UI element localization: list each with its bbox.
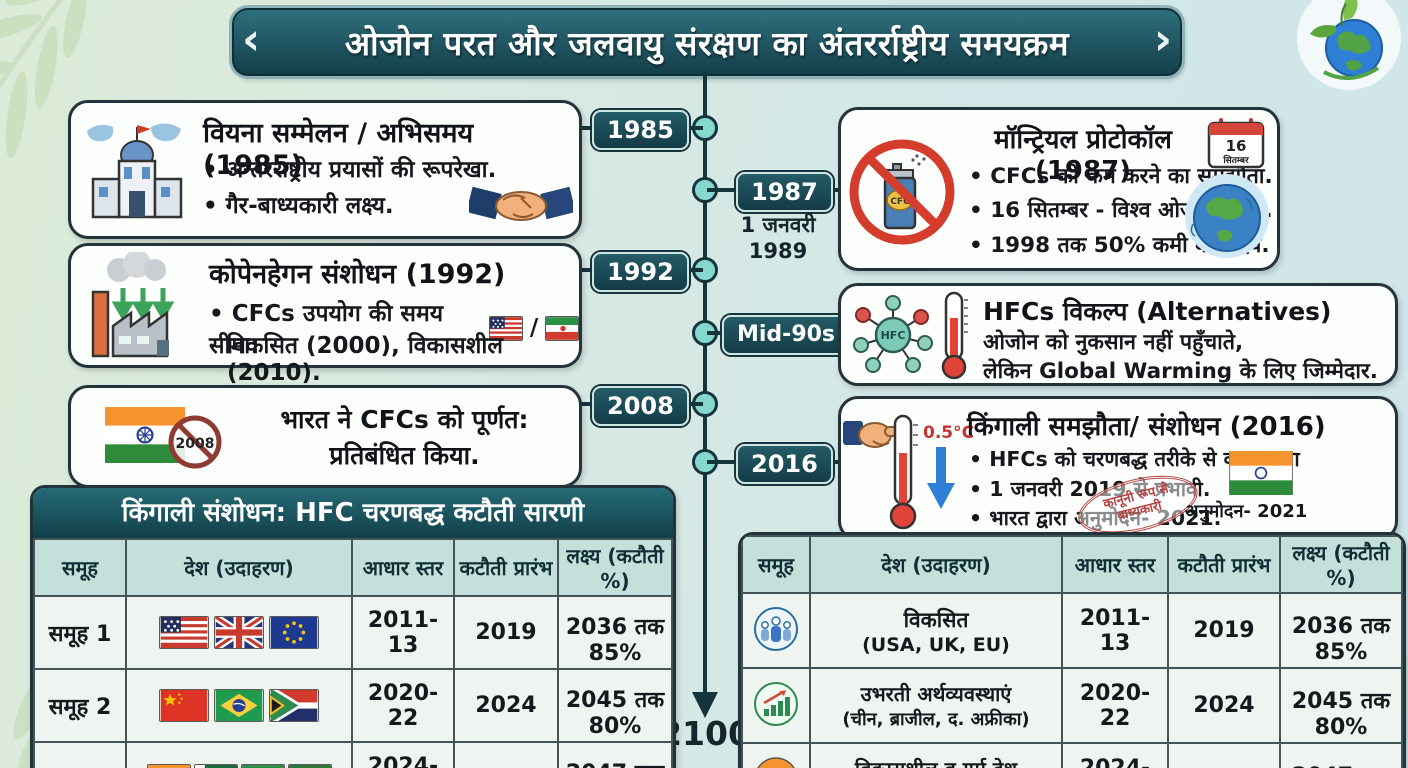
table-row: समूह 2 2020-22 2024 2045 तक 80%: [33, 668, 673, 743]
no-cfc-spray-icon: CFC: [849, 139, 955, 245]
copenhagen-title: कोपेनहेगन संशोधन (1992): [209, 259, 506, 290]
kigali-box: 0.5°C किंगाली समझौता/ संशोधन (2016) • HF…: [838, 396, 1398, 545]
svg-text:सितम्बर: सितम्बर: [1222, 154, 1249, 166]
title-banner: ‹ ओजोन परत और जलवायु संरक्षण का अंतरर्रा…: [232, 8, 1182, 76]
copenhagen-bullet-line: • CFCs उपयोग की समय सीमा: /: [209, 296, 580, 360]
flag-india: [1229, 451, 1293, 495]
flag-iran: [545, 315, 580, 341]
montreal-box: CFC मॉन्ट्रियल प्रोटोकॉल (1987) • CFCs क…: [838, 107, 1280, 271]
right-table-header-group: समूह: [741, 535, 811, 594]
svg-text:2008: 2008: [176, 436, 215, 452]
calendar-icon: 16 सितम्बर: [1207, 118, 1265, 169]
hfc-box: HFC HFCs विकल्प (Alternatives) ओजोन को न…: [838, 283, 1398, 386]
country-line-2: (चीन, ब्राजील, द. अफ्रीका): [842, 709, 1030, 730]
timeline-arrow-icon: [692, 692, 718, 718]
right-table-header-target: लक्ष्य (कटौती %): [1279, 535, 1403, 594]
left-table-header-baseline: आधार स्तर: [351, 538, 455, 597]
flag-separator: /: [529, 315, 539, 341]
country-line-1: विकसित: [903, 607, 969, 632]
country-line-1: विकासशील व गर्म देश: [813, 755, 1059, 768]
vienna-box: वियना सम्मेलन / अभिसमय (1985) • अन्तरराष…: [68, 100, 582, 239]
emerging-growth-icon: [754, 681, 798, 726]
india-ban-line-2: प्रतिबंधित किया.: [329, 441, 480, 471]
vienna-bullet-2: • गैर-बाध्यकारी लक्ष्य.: [203, 192, 394, 219]
year-badge-1992: 1992: [592, 252, 689, 292]
svg-text:HFC: HFC: [881, 329, 906, 342]
left-table-header-start: कटौती प्रारंभ: [453, 538, 559, 597]
year-badge-2016: 2016: [736, 444, 833, 484]
flag-china: [159, 689, 209, 722]
flag-india: [146, 763, 191, 768]
table-row: विकासशील व गर्म देश (भारत, पाक, ईरान, सऊ…: [741, 742, 1403, 768]
hfc-title: HFCs विकल्प (Alternatives): [983, 297, 1332, 326]
table-row: विकसित (USA, UK, EU) 2011-13 2019 2036 त…: [741, 592, 1403, 669]
year-badge-mid90s: Mid-90s: [722, 315, 851, 355]
svg-text:16: 16: [1226, 137, 1247, 155]
copenhagen-bullet-1: • CFCs उपयोग की समय सीमा:: [209, 301, 444, 359]
flag-saudi-arabia: [287, 763, 332, 768]
left-table-title: किंगाली संशोधन: HFC चरणबद्ध कटौती सारणी: [33, 488, 673, 538]
flag-usa: [489, 315, 523, 341]
copenhagen-line-2: विकसित (2000), विकासशील (2010).: [227, 333, 503, 386]
year-badge-1985: 1985: [592, 110, 689, 150]
flag-pakistan: [193, 763, 238, 768]
developed-people-icon: [754, 606, 798, 651]
hfc-line-2: लेकिन Global Warming के लिए जिम्मेदार.: [983, 359, 1378, 385]
temp-label: 0.5°C: [923, 423, 975, 443]
india-ban-box: 2008 भारत ने CFCs को पूर्णत: प्रतिबंधित …: [68, 385, 582, 488]
chevron-right-icon: ›: [1153, 14, 1172, 65]
flag-south-africa: [269, 689, 319, 722]
hfc-text: ओजोन को नुकसान नहीं पहुँचाते, लेकिन Glob…: [983, 328, 1378, 386]
copenhagen-box: कोपेनहेगन संशोधन (1992) • CFCs उपयोग की …: [68, 243, 582, 386]
india-ban-line-1: भारत ने CFCs को पूर्णत:: [280, 405, 529, 434]
right-table-header-countries: देश (उदाहरण): [809, 535, 1063, 594]
montreal-title: मॉन्ट्रियल प्रोटोकॉल (1987): [994, 125, 1172, 186]
ozone-globe-icon: [1185, 174, 1269, 258]
flag-brazil: [214, 689, 264, 722]
year-badge-2008: 2008: [592, 386, 689, 426]
timeline-line: [703, 72, 707, 694]
left-table-header-countries: देश (उदाहरण): [125, 538, 353, 597]
right-table-header-baseline: आधार स्तर: [1061, 535, 1169, 594]
flag-usa: [159, 616, 209, 649]
world-building-icon: [87, 123, 183, 219]
right-table-header-start: कटौती प्रारंभ: [1167, 535, 1281, 594]
thermometer-icon: [889, 414, 918, 530]
hfc-molecule-icon: HFC: [853, 295, 933, 373]
ban-2008-icon: 2008: [168, 415, 222, 469]
flag-uk: [214, 616, 264, 649]
table-row: समूह 3 2024-26 2028 2047 तक 85%: [33, 741, 673, 768]
left-table-header-group: समूह: [33, 538, 127, 597]
india-ban-text: भारत ने CFCs को पूर्णत: प्रतिबंधित किया.: [246, 402, 563, 475]
earth-leaf-logo: [1297, 0, 1401, 90]
hfc-line-1: ओजोन को नुकसान नहीं पहुँचाते,: [983, 330, 1244, 355]
flag-eu: [269, 616, 319, 649]
down-arrow-icon: [927, 447, 955, 509]
year-badge-1987: 1987: [736, 172, 833, 212]
thermometer-icon: [941, 291, 968, 380]
ratification-caption: अनुमोदन- 2021: [1184, 501, 1308, 522]
svg-text:CFC: CFC: [890, 197, 910, 207]
chevron-left-icon: ‹: [242, 14, 261, 65]
flag-india: [105, 407, 185, 463]
kigali-schedule-table-right: समूह देश (उदाहरण) आधार स्तर कटौती प्रारं…: [738, 532, 1406, 768]
factory-icon: [91, 252, 175, 358]
page-title: ओजोन परत और जलवायु संरक्षण का अंतरर्राष्…: [344, 23, 1070, 63]
kigali-title: किंगाली समझौता/ संशोधन (2016): [967, 412, 1326, 442]
left-table-header-target: लक्ष्य (कटौती %): [557, 538, 673, 597]
vienna-bullets: • अन्तरराष्ट्रीय प्रयासों की रूपरेखा. • …: [203, 153, 496, 224]
flag-iran: [240, 763, 285, 768]
table-row: समूह 1 2011-13 2019 2036 तक 85%: [33, 595, 673, 670]
table-row: उभरती अर्थव्यवस्थाएं (चीन, ब्राजील, द. अ…: [741, 667, 1403, 744]
country-line-2: (USA, UK, EU): [862, 633, 1010, 656]
india-flag-circle-icon: [755, 756, 797, 768]
handshake-icon: [469, 186, 573, 221]
country-line-1: उभरती अर्थव्यवस्थाएं: [860, 682, 1012, 706]
vienna-title: वियना सम्मेलन / अभिसमय (1985): [203, 118, 474, 181]
timeline-sublabel-1989: 1 जनवरी 1989: [740, 213, 816, 264]
vienna-bullet-1: • अन्तरराष्ट्रीय प्रयासों की रूपरेखा.: [203, 157, 497, 183]
kigali-schedule-table-left: किंगाली संशोधन: HFC चरणबद्ध कटौती सारणी …: [30, 485, 676, 768]
